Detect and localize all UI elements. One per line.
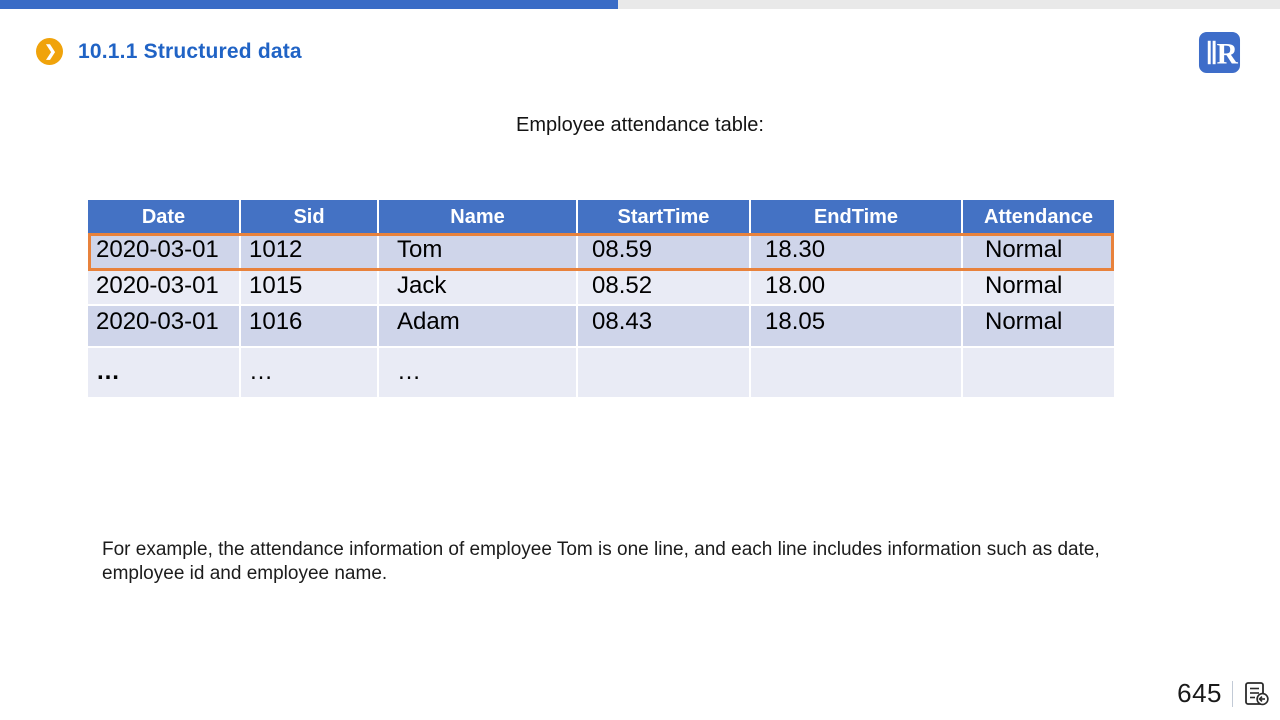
column-header: Date bbox=[88, 200, 241, 234]
table-caption: Employee attendance table: bbox=[516, 114, 764, 136]
attendance-table: Date Sid Name StartTime EndTime Attendan… bbox=[88, 200, 1114, 397]
table-cell: … bbox=[240, 347, 379, 397]
table-row: 2020-03-01 1015 Jack 08.52 18.00 Normal bbox=[88, 269, 1114, 306]
table-cell: 18.05 bbox=[750, 305, 963, 348]
column-header: EndTime bbox=[750, 200, 963, 234]
table-cell: Adam bbox=[378, 305, 578, 348]
column-header: Name bbox=[378, 200, 578, 234]
column-header: Attendance bbox=[962, 200, 1114, 234]
table-cell: 08.52 bbox=[577, 269, 751, 306]
table-cell: 1015 bbox=[240, 269, 379, 306]
page-title: 10.1.1 Structured data bbox=[78, 39, 302, 63]
table-row-ellipsis: … … … bbox=[88, 347, 1114, 397]
table-row-highlighted: 2020-03-01 1012 Tom 08.59 18.30 Normal bbox=[88, 234, 1114, 270]
table-cell bbox=[577, 347, 751, 397]
chevron-circle-icon: ❯ bbox=[36, 38, 63, 65]
table-cell: Normal bbox=[962, 305, 1114, 348]
publisher-logo-icon: R bbox=[1198, 31, 1241, 74]
table-cell: Jack bbox=[378, 269, 578, 306]
table-cell: 2020-03-01 bbox=[88, 305, 241, 348]
table-cell: 18.00 bbox=[750, 269, 963, 306]
table-cell: Tom bbox=[378, 234, 578, 270]
table-cell: 08.59 bbox=[577, 234, 751, 270]
table-cell: 1012 bbox=[240, 234, 379, 270]
top-accent-bar-gray bbox=[618, 0, 1280, 9]
table-cell: … bbox=[378, 347, 578, 397]
table-cell: 18.30 bbox=[750, 234, 963, 270]
top-accent-bar-blue bbox=[0, 0, 618, 9]
column-header: StartTime bbox=[577, 200, 751, 234]
title-row: ❯ 10.1.1 Structured data bbox=[36, 38, 302, 65]
table-row: 2020-03-01 1016 Adam 08.43 18.05 Normal bbox=[88, 305, 1114, 348]
table-header-row: Date Sid Name StartTime EndTime Attendan… bbox=[88, 200, 1114, 234]
table-cell: 2020-03-01 bbox=[88, 234, 241, 270]
table-cell bbox=[750, 347, 963, 397]
footer: 645 bbox=[1177, 678, 1272, 709]
svg-text:R: R bbox=[1217, 38, 1239, 70]
table-cell: Normal bbox=[962, 269, 1114, 306]
footer-divider bbox=[1232, 680, 1233, 707]
document-return-icon bbox=[1245, 682, 1269, 706]
table-cell: … bbox=[88, 347, 241, 397]
table-cell: 08.43 bbox=[577, 305, 751, 348]
table-cell: Normal bbox=[962, 234, 1114, 270]
table-cell bbox=[962, 347, 1114, 397]
table-cell: 1016 bbox=[240, 305, 379, 348]
page-number: 645 bbox=[1177, 678, 1222, 708]
column-header: Sid bbox=[240, 200, 379, 234]
table-cell: 2020-03-01 bbox=[88, 269, 241, 306]
explanation-text: For example, the attendance information … bbox=[102, 539, 1100, 584]
